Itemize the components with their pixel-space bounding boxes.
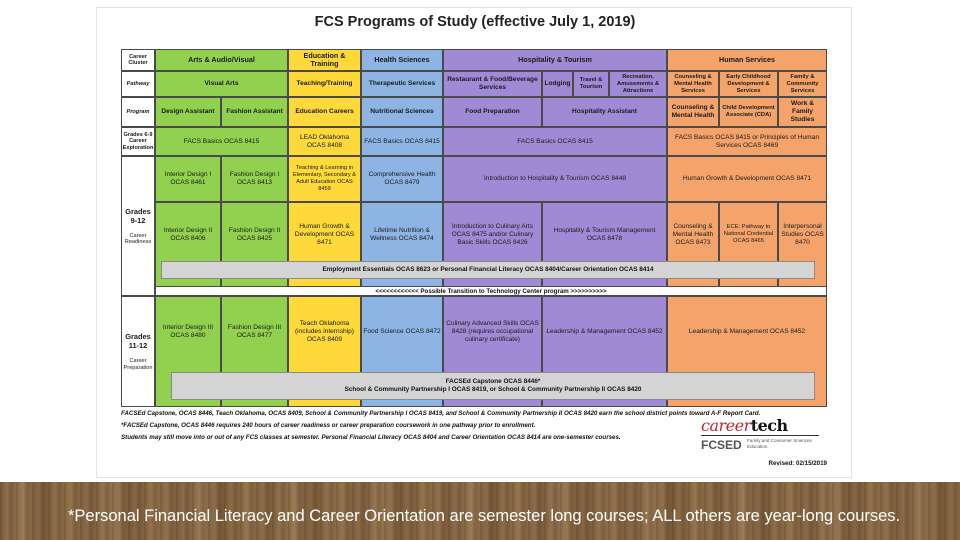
careertech-wordmark: careertech (701, 416, 788, 435)
programs-grid: Career Cluster Pathway Program Grades 6-… (121, 49, 827, 407)
program-nutritional: Nutritional Sciences (361, 97, 443, 127)
readiness-human-growth: Human Growth & Development OCAS 8471 (288, 202, 361, 296)
readiness-comp-health: Comprehensive Health OCAS 8479 (361, 156, 443, 202)
program-fashion-assistant: Fashion Assistant (221, 97, 288, 127)
readiness-intro-hospitality: Introduction to Hospitality & Tourism OC… (443, 156, 667, 202)
readiness-teaching-learning: Teaching & Learning in Elementary, Secon… (288, 156, 361, 202)
program-education-careers: Education Careers (288, 97, 361, 127)
program-child-dev: Child Development Associate (CDA) (719, 97, 778, 127)
pathway-counseling: Counseling & Mental Health Services (667, 71, 719, 97)
pathway-travel: Travel & Tourism (573, 71, 609, 97)
label-grades-9-12: Grades 9-12 Career Readiness (121, 156, 155, 296)
label-grades-11-12-text: Grades 11-12 (125, 332, 151, 351)
pathway-early-childhood: Early Childhood Development & Services (719, 71, 778, 97)
label-grades-6-8: Grades 6-9 Career Exploration (121, 127, 155, 156)
label-career-preparation: Career Preparation (123, 358, 153, 371)
footnote-3: Students may still move into or out of a… (121, 434, 621, 441)
readiness-interpersonal: Interpersonal Studies OCAS 8470 (778, 202, 827, 296)
footnote-1: FACSEd Capstone, OCAS 8446, Teach Oklaho… (121, 410, 761, 417)
label-grades-11-12: Grades 11-12 Career Preparation (121, 296, 155, 407)
readiness-fashion-2: Fashion Design II OCAS 8425 (221, 202, 288, 296)
exploration-human: FACS Basics OCAS 8415 or Principles of H… (667, 127, 827, 156)
program-food-prep: Food Preparation (443, 97, 542, 127)
exploration-hospitality: FACS Basics OCAS 8415 (443, 127, 667, 156)
pathway-therapeutic: Therapeutic Services (361, 71, 443, 97)
capstone-band: FACSEd Capstone OCAS 8446* School & Comm… (171, 372, 815, 400)
pathway-lodging: Lodging (542, 71, 573, 97)
employment-essentials-band: Employment Essentials OCAS 8623 or Perso… (161, 261, 815, 279)
pathway-restaurant: Restaurant & Food/Beverage Services (443, 71, 542, 97)
logo-fcsed: FCSED (701, 438, 742, 452)
program-design-assistant: Design Assistant (155, 97, 221, 127)
readiness-lifetime-nutrition: Lifetime Nutrition & Wellness OCAS 8474 (361, 202, 443, 296)
readiness-fashion-1: Fashion Design I OCAS 8413 (221, 156, 288, 202)
readiness-interior-2: Interior Design II OCAS 8406 (155, 202, 221, 296)
programs-of-study-document: FCS Programs of Study (effective July 1,… (96, 7, 852, 478)
logo-divider (701, 435, 819, 436)
exploration-health: FACS Basics OCAS 8415 (361, 127, 443, 156)
pathway-family: Family & Community Services (778, 71, 827, 97)
cluster-human: Human Services (667, 49, 827, 71)
careertech-fcsed-logo: careertech FCSED Family and Consumer Sci… (697, 414, 827, 458)
transition-band: <<<<<<<<<<<< Possible Transition to Tech… (155, 286, 827, 296)
revised-date: Revised: 02/15/2019 (768, 460, 827, 467)
cluster-health: Health Sciences (361, 49, 443, 71)
readiness-interior-1: Interior Design I OCAS 8461 (155, 156, 221, 202)
capstone-line-1: FACSEd Capstone OCAS 8446* (445, 378, 541, 385)
exploration-lead: LEAD Oklahoma OCAS 8408 (288, 127, 361, 156)
logo-subtitle: Family and Consumer Sciences Education (747, 438, 812, 449)
label-pathway: Pathway (121, 71, 155, 97)
cluster-education: Education & Training (288, 49, 361, 71)
label-career-cluster: Career Cluster (121, 49, 155, 71)
readiness-ece: ECE: Pathway to National Credential OCAS… (719, 202, 778, 296)
pathway-teaching: Teaching/Training (288, 71, 361, 97)
readiness-human-growth-dev: Human Growth & Development OCAS 8471 (667, 156, 827, 202)
cluster-hospitality: Hospitality & Tourism (443, 49, 667, 71)
footnote-2: *FACSEd Capstone, OCAS 8446 requires 240… (121, 422, 536, 429)
logo-tech: tech (750, 416, 788, 435)
label-career-readiness: Career Readiness (124, 232, 152, 245)
logo-career: career (701, 416, 751, 435)
pathway-recreation: Recreation, Amusements & Attractions (609, 71, 667, 97)
exploration-arts: FACS Basics OCAS 8415 (155, 127, 288, 156)
pathway-visual-arts: Visual Arts (155, 71, 288, 97)
slide-note: *Personal Financial Literacy and Career … (68, 507, 901, 525)
cluster-arts: Arts & Audio/Visual (155, 49, 288, 71)
label-program: Program (121, 97, 155, 127)
capstone-line-2: School & Community Partnership I OCAS 84… (344, 386, 642, 393)
readiness-intro-culinary: Introduction to Culinary Arts OCAS 8475 … (443, 202, 542, 296)
readiness-hosp-mgmt: Hospitality & Tourism Management OCAS 84… (542, 202, 667, 296)
readiness-counseling: Counseling & Mental Health OCAS 8473 (667, 202, 719, 296)
document-title: FCS Programs of Study (effective July 1,… (314, 14, 636, 30)
footnotes: FACSEd Capstone, OCAS 8446, Teach Oklaho… (121, 409, 821, 445)
program-work-family: Work & Family Studies (778, 97, 827, 127)
program-counseling: Counseling & Mental Health (667, 97, 719, 127)
program-hospitality-assistant: Hospitality Assistant (542, 97, 667, 127)
label-grades-9-12-text: Grades 9-12 (125, 206, 151, 225)
